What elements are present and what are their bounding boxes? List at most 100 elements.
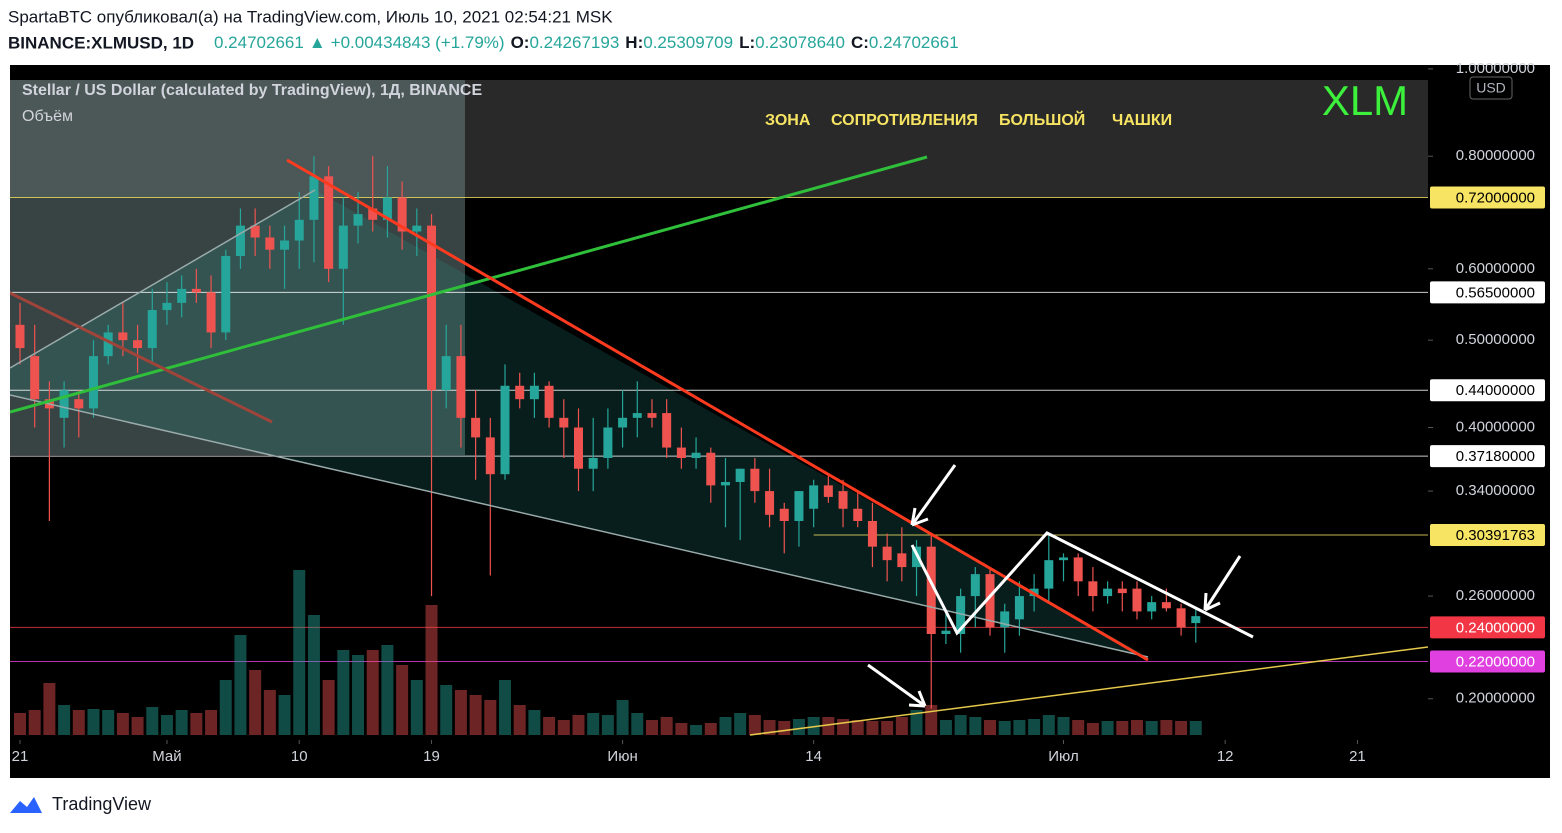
volume-bar [866, 721, 879, 735]
candle-body [941, 630, 951, 634]
candle-body [353, 214, 363, 226]
volume-bar [352, 655, 365, 735]
x-tick-label: Май [152, 748, 181, 765]
x-tick-label: 12 [1217, 748, 1234, 765]
price: 0.24702661 [214, 33, 304, 52]
annotation-text: БОЛЬШОЙ [999, 110, 1085, 129]
candle-body [368, 208, 378, 220]
candle-body [1103, 588, 1113, 597]
volume-bar [954, 715, 967, 735]
volume-bar [1101, 721, 1114, 735]
candle-body [882, 546, 892, 561]
candle-body [250, 225, 260, 238]
volume-bar [690, 725, 703, 735]
y-tick-label: 0.34000000 [1456, 482, 1535, 499]
volume-bar [337, 650, 350, 735]
candle-body [618, 417, 628, 428]
candle-body [853, 508, 863, 521]
volume-bar [249, 670, 262, 735]
ohlc-value: 0.24702661 [869, 33, 959, 52]
candle-body [441, 356, 451, 391]
volume-bar [307, 615, 320, 735]
currency: USD [1476, 80, 1506, 96]
downtrend-line [286, 158, 1149, 662]
candle-body [662, 413, 672, 448]
level-badge [1430, 186, 1545, 209]
volume-bar [543, 717, 556, 735]
candle-body [206, 292, 216, 333]
volume-bar [131, 717, 144, 735]
annotation-text: ЗОНА [765, 112, 811, 129]
volume-bar [425, 605, 438, 735]
candle-body [235, 225, 245, 256]
arrow [867, 663, 927, 708]
volume-bar [293, 570, 306, 735]
trend-line [749, 646, 1428, 736]
level-badge [1430, 281, 1545, 304]
volume-bar [1160, 720, 1173, 735]
x-tick-label: 19 [423, 748, 440, 765]
volume-bar [910, 710, 923, 735]
volume-bar [1189, 721, 1202, 735]
cup-drawing [910, 531, 1254, 639]
candle-body [221, 255, 231, 333]
volume-bar [587, 713, 600, 735]
candle-body [1176, 608, 1186, 628]
volume-bar [792, 719, 805, 735]
candle-body [309, 176, 319, 220]
candle-body [15, 324, 25, 349]
highlight-zone [10, 80, 465, 455]
volume-bar [160, 715, 173, 735]
y-tick-label: 0.80000000 [1456, 147, 1535, 164]
candle-body [676, 447, 686, 459]
candle-body [338, 225, 348, 269]
quote-line: 0.24702661 ▲ +0.00434843 (+1.79%) O:0.24267… [214, 33, 959, 52]
candle-body [1088, 581, 1098, 597]
y-tick-label: 0.26000000 [1456, 587, 1535, 604]
volume-bar [219, 680, 232, 735]
candle-body [1014, 596, 1024, 620]
volume-bar [1072, 720, 1085, 735]
volume-bar [175, 710, 188, 735]
volume-bar [837, 719, 850, 735]
x-tick-label: Июн [607, 748, 637, 765]
ohlc-value: 0.23078640 [755, 33, 845, 52]
volume-bar [322, 680, 335, 735]
candle-body [427, 225, 437, 391]
candle-body [456, 356, 466, 418]
volume-bar [851, 720, 864, 735]
level-label: 0.56500000 [1456, 284, 1535, 301]
volume-bar [822, 717, 835, 735]
ohlc-value: 0.25309709 [643, 33, 733, 52]
volume-bar [1130, 720, 1143, 735]
x-tick-label: 21 [12, 748, 29, 765]
candle-body [691, 452, 701, 459]
x-tick-label: 14 [805, 748, 822, 765]
volume-bar [1013, 720, 1026, 735]
logo-icon [10, 797, 42, 813]
candle-body [1191, 616, 1201, 624]
volume-bar [1175, 721, 1188, 735]
volume-bar [381, 645, 394, 735]
y-tick-label: 0.50000000 [1456, 331, 1535, 348]
candle-body [720, 481, 730, 486]
volume-bar [631, 713, 644, 735]
candle-body [735, 468, 745, 482]
candle-body [765, 491, 775, 515]
volume-bar [116, 713, 129, 735]
volume-bar [645, 720, 658, 735]
volume-bar [675, 723, 688, 735]
y-tick-label: 0.20000000 [1456, 690, 1535, 707]
volume-bar [513, 705, 526, 735]
volume-bar [72, 710, 85, 735]
candle-body [603, 427, 613, 459]
y-tick-label: 0.60000000 [1456, 260, 1535, 277]
x-tick-label: 10 [291, 748, 308, 765]
change: +0.00434843 (+1.79%) [331, 33, 505, 52]
candle-body [529, 385, 539, 400]
candle-body [59, 390, 69, 418]
candle-body [412, 225, 422, 232]
volume-bar [748, 715, 761, 735]
candle-body [823, 485, 833, 497]
volume-bar [454, 690, 467, 735]
